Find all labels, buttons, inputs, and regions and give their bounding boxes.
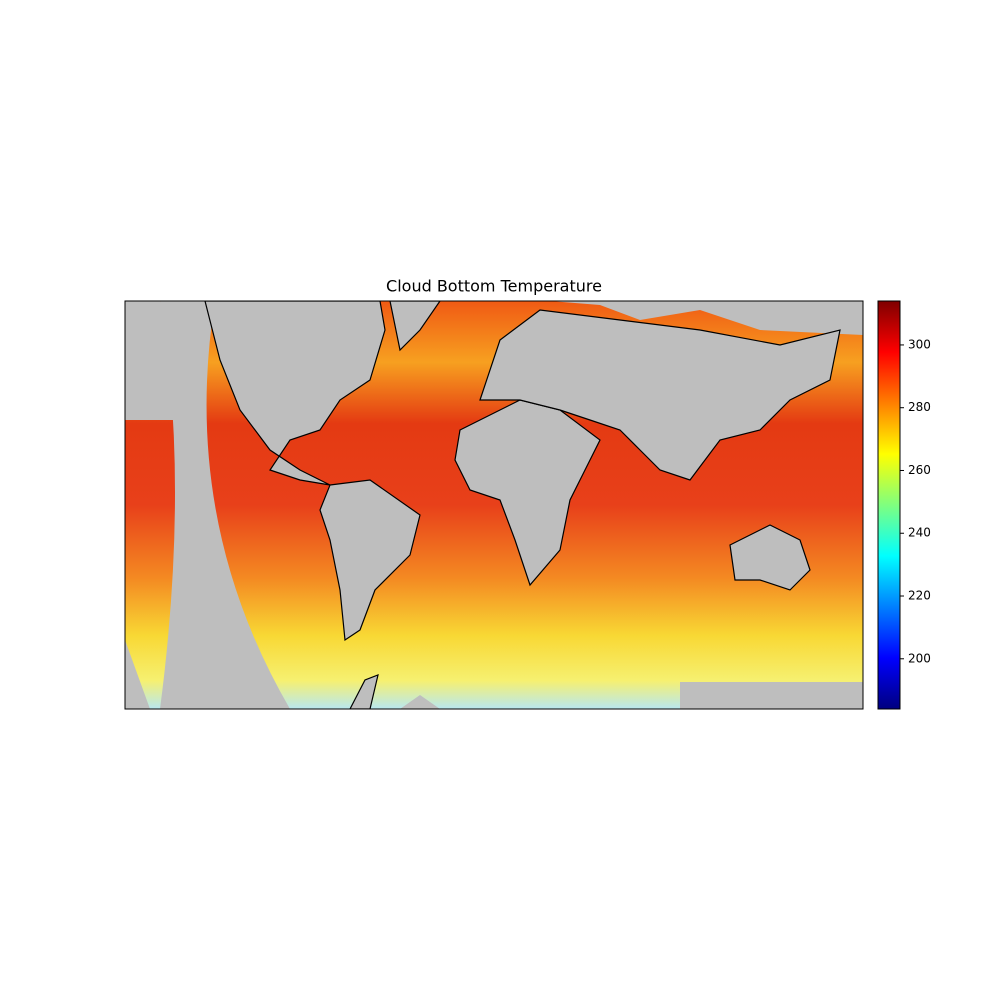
australia (729, 524, 811, 591)
no-data-gap (160, 301, 290, 709)
chart-title: Cloud Bottom Temperature (386, 277, 602, 296)
colorbar-tick-label: 220 (908, 589, 931, 603)
map-frame (124, 300, 864, 710)
colorbar (877, 300, 901, 710)
colorbar-tick-label: 300 (908, 337, 931, 351)
antarctic-peninsula (349, 674, 379, 709)
no-data-gap (550, 301, 863, 335)
colorbar-tick-label: 260 (908, 463, 931, 477)
map (125, 301, 863, 709)
colorbar-tick-label: 240 (908, 526, 931, 540)
colorbar-tick-label: 200 (908, 651, 931, 665)
north-america (204, 301, 386, 486)
south-america (319, 479, 421, 642)
colorbar-tick-label: 280 (908, 400, 931, 414)
eurasia (479, 309, 841, 481)
greenland (389, 301, 441, 352)
no-data-gap (125, 301, 185, 709)
no-data-gap (400, 682, 863, 709)
